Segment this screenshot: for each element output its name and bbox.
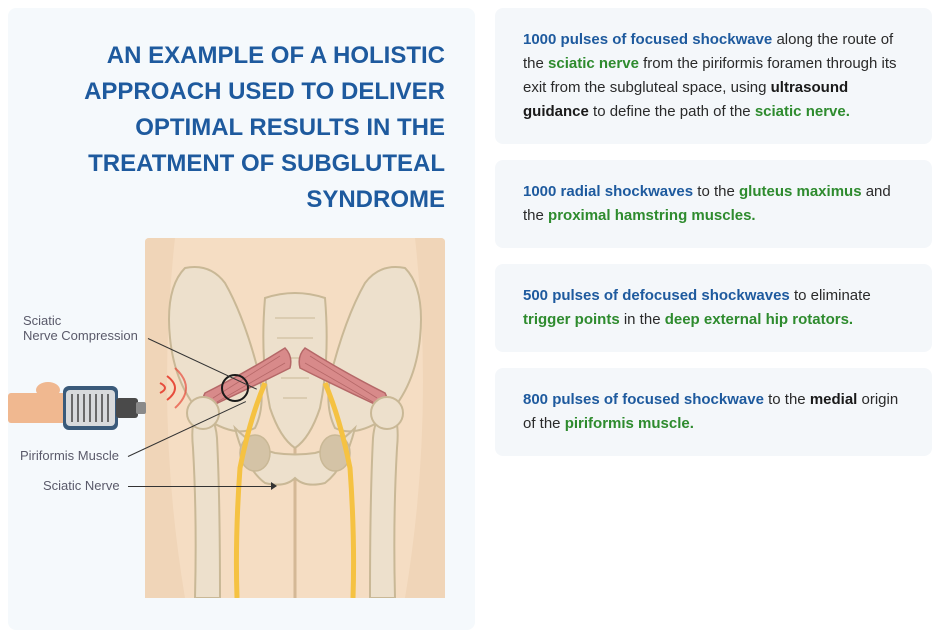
text-segment: 500 pulses of defocused shockwaves: [523, 287, 790, 304]
text-segment: medial: [810, 391, 858, 408]
text-segment: in the: [620, 311, 665, 328]
label-piriformis: Piriformis Muscle: [20, 448, 119, 463]
anatomy-diagram: Sciatic Nerve Compression Piriformis Mus…: [8, 238, 445, 598]
label-sciatic-nerve: Sciatic Nerve: [43, 478, 120, 493]
info-card-1: 1000 pulses of focused shockwave along t…: [495, 8, 932, 144]
text-segment: trigger points: [523, 311, 620, 328]
info-card-3: 500 pulses of defocused shockwaves to el…: [495, 264, 932, 352]
text-segment: to the: [693, 183, 739, 200]
text-segment: sciatic nerve.: [755, 103, 850, 120]
info-card-4: 800 pulses of focused shockwave to the m…: [495, 368, 932, 456]
info-card-2: 1000 radial shockwaves to the gluteus ma…: [495, 160, 932, 248]
pelvis-illustration: [145, 238, 445, 598]
right-cards-panel: 1000 pulses of focused shockwave along t…: [495, 8, 932, 630]
text-segment: deep external hip rotators.: [665, 311, 853, 328]
shockwave-device-icon: [8, 368, 158, 453]
text-segment: to eliminate: [790, 287, 871, 304]
text-segment: piriformis muscle.: [565, 415, 694, 432]
text-segment: sciatic nerve: [548, 55, 639, 72]
text-segment: to the: [764, 391, 810, 408]
main-title: AN EXAMPLE OF A HOLISTIC APPROACH USED T…: [8, 38, 445, 218]
text-segment: to define the path of the: [589, 103, 755, 120]
text-segment: gluteus maximus: [739, 183, 862, 200]
label-line: [128, 486, 273, 487]
text-segment: 1000 radial shockwaves: [523, 183, 693, 200]
text-segment: proximal hamstring muscles.: [548, 207, 756, 224]
arrow-head: [271, 482, 277, 490]
text-segment: 800 pulses of focused shockwave: [523, 391, 764, 408]
text-segment: 1000 pulses of focused shockwave: [523, 31, 772, 48]
label-sciatic-compression: Sciatic Nerve Compression: [23, 313, 138, 343]
left-illustration-panel: AN EXAMPLE OF A HOLISTIC APPROACH USED T…: [8, 8, 475, 630]
